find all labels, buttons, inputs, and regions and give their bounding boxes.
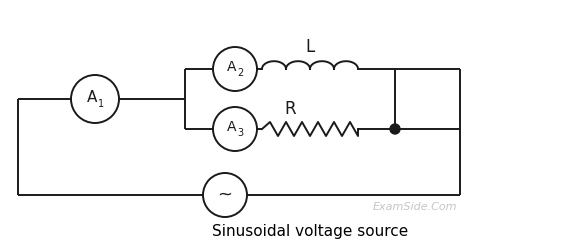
Circle shape (213, 47, 257, 91)
Text: L: L (305, 38, 315, 56)
Circle shape (203, 173, 247, 217)
Text: A: A (87, 89, 97, 104)
Text: A: A (227, 60, 237, 74)
Text: 3: 3 (237, 128, 243, 138)
Text: ExamSide.Com: ExamSide.Com (373, 202, 457, 212)
Text: ~: ~ (218, 186, 232, 204)
Text: A: A (227, 120, 237, 134)
Text: Sinusoidal voltage source: Sinusoidal voltage source (212, 224, 408, 239)
Circle shape (390, 124, 400, 134)
Text: 1: 1 (98, 99, 104, 109)
Circle shape (71, 75, 119, 123)
Text: R: R (284, 100, 296, 118)
Circle shape (213, 107, 257, 151)
Text: 2: 2 (237, 68, 243, 78)
